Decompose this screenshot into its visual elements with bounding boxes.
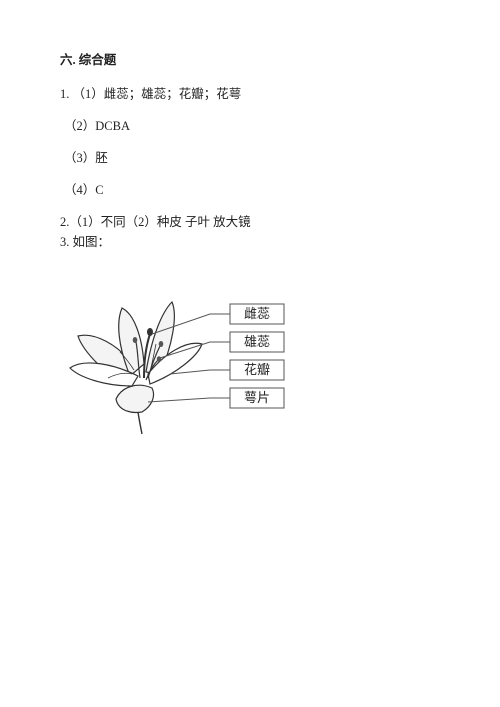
label-stamen: 雄蕊 — [244, 334, 270, 349]
flower-drawing — [70, 302, 202, 434]
q1-prefix: 1. — [60, 87, 69, 101]
flower-svg: 雌蕊 雄蕊 花瓣 萼片 — [60, 274, 320, 444]
q1-item3: （3）胚 — [64, 148, 445, 168]
q3: 3. 如图： — [60, 232, 445, 252]
q2: 2.（1）不同（2）种皮 子叶 放大镜 — [60, 212, 445, 232]
q1-item4: （4）C — [64, 180, 445, 200]
section-title: 六. 综合题 — [60, 50, 445, 70]
label-petal: 花瓣 — [244, 362, 270, 377]
label-sepal: 萼片 — [244, 390, 270, 405]
label-pistil: 雌蕊 — [244, 306, 270, 321]
q1-item1: 1. （1）雌蕊；雄蕊；花瓣；花萼 — [60, 84, 445, 104]
flower-diagram: 雌蕊 雄蕊 花瓣 萼片 — [60, 274, 445, 450]
q1-item2: （2）DCBA — [64, 116, 445, 136]
label-boxes: 雌蕊 雄蕊 花瓣 萼片 — [230, 304, 284, 408]
q1-item1-text: （1）雌蕊；雄蕊；花瓣；花萼 — [73, 87, 242, 101]
page: 六. 综合题 1. （1）雌蕊；雄蕊；花瓣；花萼 （2）DCBA （3）胚 （4… — [0, 0, 500, 450]
